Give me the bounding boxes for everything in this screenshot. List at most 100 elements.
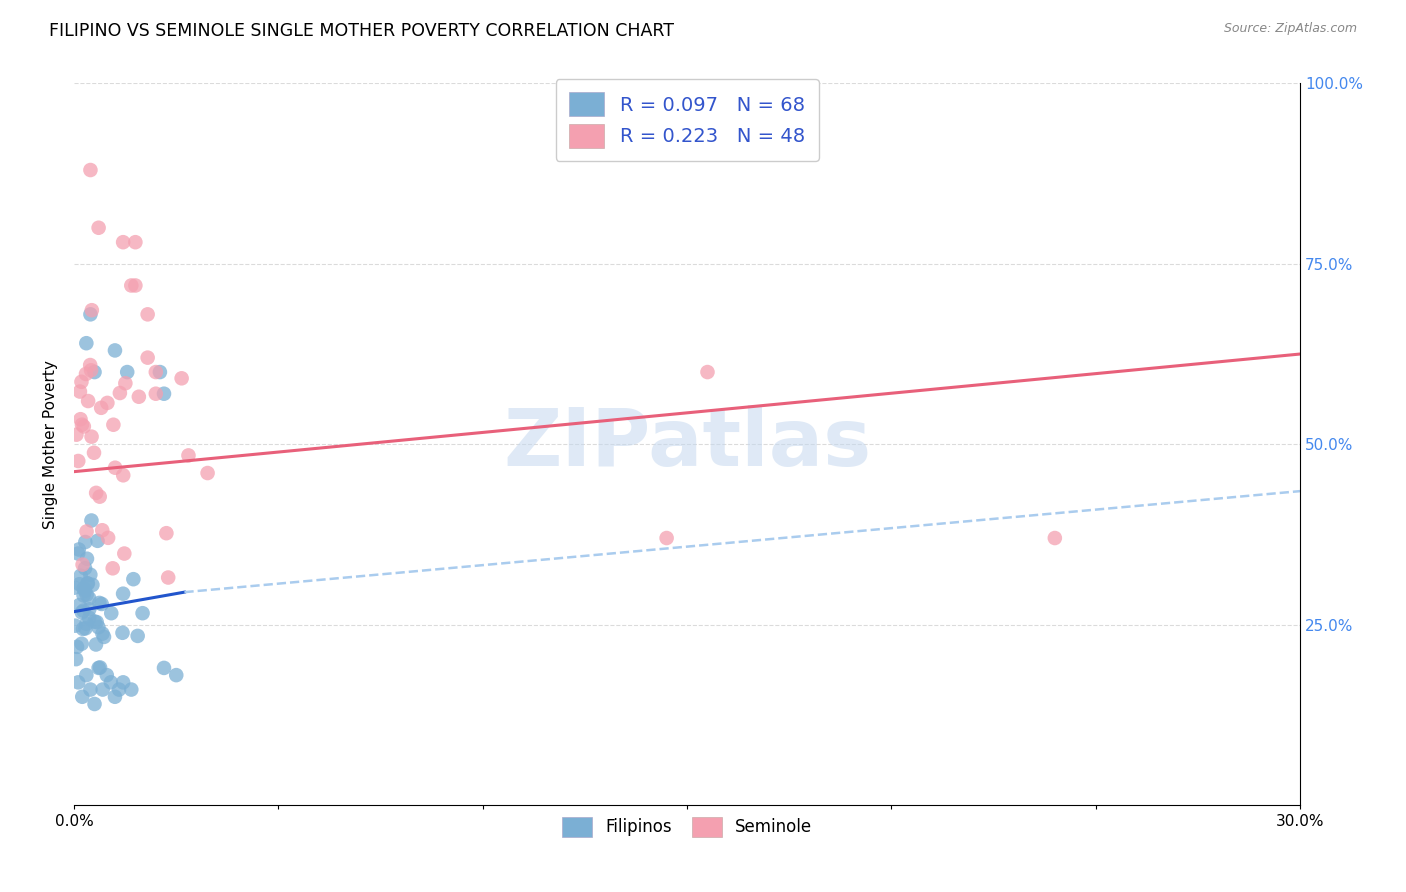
Point bbox=[76, 576, 98, 591]
Point bbox=[80, 363, 103, 377]
Point bbox=[84, 638, 107, 652]
Point bbox=[96, 396, 118, 410]
Point bbox=[112, 547, 135, 561]
Point bbox=[67, 454, 90, 468]
Point bbox=[67, 675, 90, 690]
Point bbox=[104, 343, 127, 358]
Point bbox=[72, 622, 94, 636]
Point bbox=[131, 606, 153, 620]
Point bbox=[79, 358, 101, 372]
Point bbox=[77, 611, 100, 625]
Point bbox=[157, 570, 180, 584]
Point bbox=[69, 577, 91, 591]
Point bbox=[112, 235, 135, 250]
Point bbox=[91, 626, 114, 640]
Point bbox=[79, 163, 101, 178]
Point bbox=[170, 371, 193, 385]
Point bbox=[87, 661, 110, 675]
Point bbox=[93, 630, 115, 644]
Point bbox=[73, 419, 96, 434]
Point bbox=[155, 526, 177, 541]
Point bbox=[83, 365, 105, 379]
Point bbox=[149, 365, 172, 379]
Point bbox=[79, 307, 101, 321]
Point bbox=[66, 640, 89, 654]
Point bbox=[197, 466, 219, 480]
Point bbox=[65, 652, 87, 666]
Point bbox=[112, 587, 135, 601]
Point bbox=[77, 602, 100, 616]
Point bbox=[80, 430, 103, 444]
Point bbox=[75, 367, 97, 381]
Point bbox=[1043, 531, 1066, 545]
Point bbox=[70, 417, 93, 432]
Point bbox=[128, 390, 150, 404]
Point bbox=[82, 578, 104, 592]
Point bbox=[72, 558, 94, 572]
Point bbox=[655, 531, 678, 545]
Point bbox=[86, 533, 108, 548]
Point bbox=[100, 675, 122, 690]
Point bbox=[69, 568, 91, 582]
Point bbox=[77, 591, 100, 606]
Point bbox=[72, 588, 94, 602]
Point bbox=[69, 384, 91, 399]
Point bbox=[83, 697, 105, 711]
Point bbox=[136, 351, 159, 365]
Text: Source: ZipAtlas.com: Source: ZipAtlas.com bbox=[1223, 22, 1357, 36]
Point bbox=[112, 675, 135, 690]
Point bbox=[104, 460, 127, 475]
Point bbox=[80, 303, 103, 318]
Point bbox=[153, 661, 176, 675]
Point bbox=[101, 561, 124, 575]
Point bbox=[120, 278, 142, 293]
Point bbox=[72, 690, 94, 704]
Point bbox=[65, 427, 87, 442]
Point bbox=[75, 621, 97, 635]
Point bbox=[103, 417, 125, 432]
Point bbox=[83, 615, 105, 629]
Point bbox=[115, 365, 138, 379]
Point bbox=[79, 682, 101, 697]
Point bbox=[124, 278, 146, 293]
Point bbox=[120, 682, 142, 697]
Point bbox=[124, 235, 146, 250]
Point bbox=[76, 524, 98, 539]
Point bbox=[96, 668, 118, 682]
Point bbox=[97, 531, 120, 545]
Point bbox=[73, 561, 96, 575]
Point bbox=[67, 547, 90, 561]
Point bbox=[70, 606, 93, 620]
Point bbox=[114, 376, 136, 391]
Y-axis label: Single Mother Poverty: Single Mother Poverty bbox=[44, 359, 58, 529]
Point bbox=[145, 365, 167, 379]
Point bbox=[80, 514, 103, 528]
Point bbox=[91, 682, 114, 697]
Point bbox=[89, 596, 111, 610]
Point bbox=[67, 542, 90, 557]
Text: FILIPINO VS SEMINOLE SINGLE MOTHER POVERTY CORRELATION CHART: FILIPINO VS SEMINOLE SINGLE MOTHER POVER… bbox=[49, 22, 675, 40]
Point bbox=[76, 588, 98, 602]
Point bbox=[83, 446, 105, 460]
Point bbox=[177, 449, 200, 463]
Text: ZIPatlas: ZIPatlas bbox=[503, 405, 872, 483]
Point bbox=[75, 336, 97, 351]
Point bbox=[76, 551, 98, 566]
Point bbox=[73, 583, 96, 598]
Point bbox=[87, 620, 110, 634]
Point bbox=[77, 576, 100, 591]
Point bbox=[86, 615, 108, 629]
Point bbox=[696, 365, 718, 379]
Point bbox=[84, 486, 107, 500]
Point bbox=[91, 523, 114, 537]
Point bbox=[72, 582, 94, 596]
Point bbox=[77, 394, 100, 409]
Point bbox=[90, 401, 112, 415]
Point bbox=[87, 220, 110, 235]
Point bbox=[63, 581, 86, 595]
Point bbox=[75, 535, 97, 549]
Point bbox=[108, 682, 131, 697]
Point bbox=[70, 375, 93, 389]
Point bbox=[69, 598, 91, 612]
Point bbox=[63, 618, 86, 632]
